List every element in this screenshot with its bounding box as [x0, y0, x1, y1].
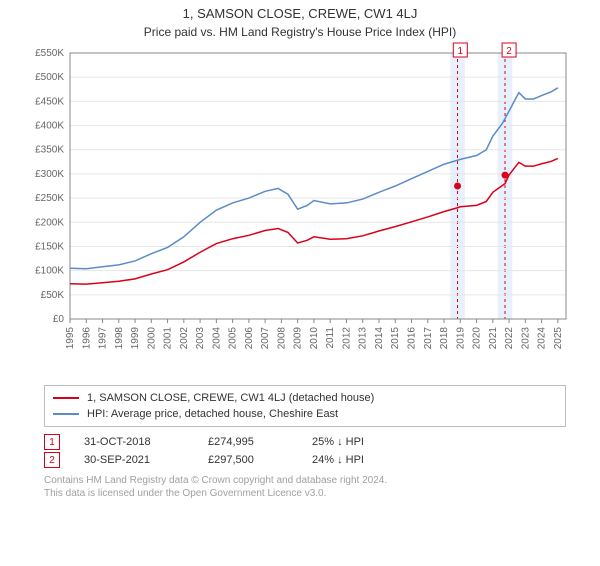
attribution-line: This data is licensed under the Open Gov…	[44, 488, 566, 501]
svg-text:£50K: £50K	[41, 290, 65, 301]
svg-text:2010: 2010	[309, 327, 320, 350]
legend-item: HPI: Average price, detached house, Ches…	[53, 406, 557, 422]
svg-text:2008: 2008	[276, 327, 287, 350]
svg-text:£550K: £550K	[35, 48, 64, 59]
svg-text:£500K: £500K	[35, 72, 64, 83]
svg-text:2023: 2023	[520, 327, 531, 350]
svg-text:2000: 2000	[146, 327, 157, 350]
event-price: £297,500	[208, 454, 288, 466]
svg-text:2012: 2012	[341, 327, 352, 350]
event-date: 30-SEP-2021	[84, 454, 184, 466]
svg-text:1997: 1997	[98, 327, 109, 350]
legend-label: 1, SAMSON CLOSE, CREWE, CW1 4LJ (detache…	[87, 392, 374, 404]
svg-text:2006: 2006	[244, 327, 255, 350]
svg-text:£250K: £250K	[35, 193, 64, 204]
svg-text:2011: 2011	[325, 327, 336, 349]
svg-text:1: 1	[458, 46, 464, 57]
svg-text:2: 2	[506, 46, 512, 57]
svg-text:2022: 2022	[504, 327, 515, 350]
svg-text:2016: 2016	[407, 327, 418, 350]
svg-text:1998: 1998	[114, 327, 125, 350]
svg-text:2002: 2002	[179, 327, 190, 350]
svg-text:2024: 2024	[537, 327, 548, 350]
event-relative: 25% ↓ HPI	[312, 436, 392, 448]
legend: 1, SAMSON CLOSE, CREWE, CW1 4LJ (detache…	[44, 385, 566, 427]
chart-subtitle: Price paid vs. HM Land Registry's House …	[0, 25, 600, 39]
svg-text:2017: 2017	[423, 327, 434, 350]
svg-text:2015: 2015	[390, 327, 401, 350]
line-chart: £0 £50K £100K £150K £200K £250K £300K £350K £400…	[20, 41, 580, 381]
svg-text:2020: 2020	[472, 327, 483, 350]
svg-text:£400K: £400K	[35, 121, 64, 132]
legend-item: 1, SAMSON CLOSE, CREWE, CW1 4LJ (detache…	[53, 390, 557, 406]
svg-text:£350K: £350K	[35, 145, 64, 156]
svg-text:2009: 2009	[293, 327, 304, 350]
svg-text:1996: 1996	[81, 327, 92, 350]
legend-swatch	[53, 397, 79, 399]
event-row: 1 31-OCT-2018 £274,995 25% ↓ HPI	[44, 433, 566, 451]
svg-text:2019: 2019	[455, 327, 466, 350]
legend-label: HPI: Average price, detached house, Ches…	[87, 408, 338, 420]
attribution-line: Contains HM Land Registry data © Crown c…	[44, 475, 566, 488]
svg-text:£450K: £450K	[35, 96, 64, 107]
event-row: 2 30-SEP-2021 £297,500 24% ↓ HPI	[44, 451, 566, 469]
svg-text:2004: 2004	[211, 327, 222, 350]
chart-title: 1, SAMSON CLOSE, CREWE, CW1 4LJ	[0, 6, 600, 21]
svg-text:£0: £0	[53, 314, 65, 325]
svg-text:2007: 2007	[260, 327, 271, 350]
svg-text:2018: 2018	[439, 327, 450, 350]
event-marker-icon: 2	[44, 452, 60, 468]
event-price: £274,995	[208, 436, 288, 448]
svg-text:£100K: £100K	[35, 266, 64, 277]
svg-text:2014: 2014	[374, 327, 385, 350]
event-marker-icon: 1	[44, 434, 60, 450]
svg-text:1995: 1995	[65, 327, 76, 350]
svg-text:2005: 2005	[228, 327, 239, 350]
svg-text:£200K: £200K	[35, 217, 64, 228]
event-date: 31-OCT-2018	[84, 436, 184, 448]
svg-text:£150K: £150K	[35, 241, 64, 252]
svg-text:1999: 1999	[130, 327, 141, 350]
svg-text:2025: 2025	[553, 327, 564, 350]
attribution: Contains HM Land Registry data © Crown c…	[44, 475, 566, 500]
svg-text:2021: 2021	[488, 327, 499, 350]
chart-container: 1, SAMSON CLOSE, CREWE, CW1 4LJ Price pa…	[0, 6, 600, 566]
svg-text:£300K: £300K	[35, 169, 64, 180]
svg-text:2001: 2001	[163, 327, 174, 350]
event-relative: 24% ↓ HPI	[312, 454, 392, 466]
event-list: 1 31-OCT-2018 £274,995 25% ↓ HPI 2 30-SE…	[44, 433, 566, 469]
svg-text:2003: 2003	[195, 327, 206, 350]
legend-swatch	[53, 413, 79, 415]
svg-text:2013: 2013	[358, 327, 369, 350]
